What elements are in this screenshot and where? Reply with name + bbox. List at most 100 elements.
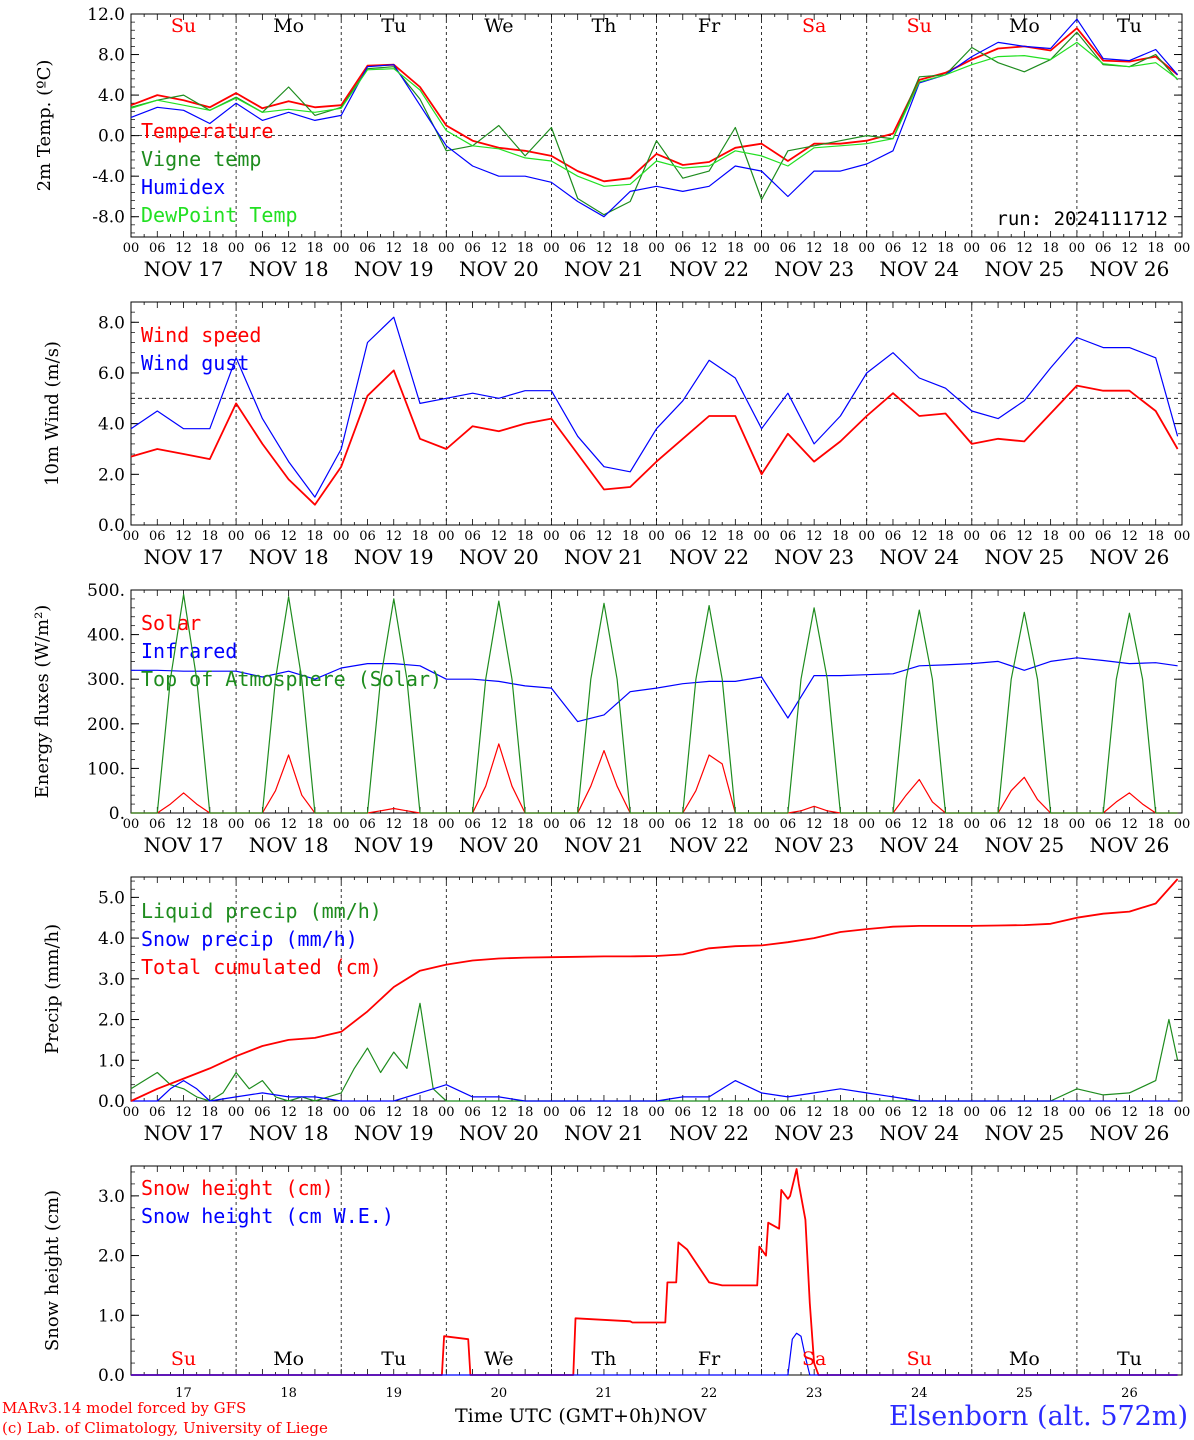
hour-tick-label: 00 [858,529,875,544]
hour-tick-label: 12 [1121,1105,1138,1120]
y-tick-label: 12.0 [87,5,125,25]
date-label: NOV 22 [669,257,749,281]
date-label: NOV 26 [1090,1121,1170,1145]
day-abbrev: Su [171,1348,196,1370]
hour-tick-label: 06 [569,529,586,544]
date-label: NOV 17 [144,1121,224,1145]
hour-tick-label: 06 [885,241,902,256]
hour-tick-label: 06 [780,529,797,544]
hour-tick-label: 06 [464,817,481,832]
series-line [130,41,1178,187]
hour-tick-label: 12 [175,241,192,256]
y-tick-label: 4.0 [98,86,125,106]
y-tick-label: 2.0 [98,465,125,485]
y-tick-label: 300. [87,670,125,690]
hour-tick-label: 12 [1121,529,1138,544]
series-line [130,18,1179,218]
hour-tick-label: 06 [1095,817,1112,832]
plot-frame [130,589,1183,814]
y-tick-label: 0.0 [98,1092,125,1112]
hour-tick-label: 12 [491,241,508,256]
date-label: NOV 18 [249,257,329,281]
hour-tick-label: 06 [464,1105,481,1120]
hour-tick-label: 18 [622,817,639,832]
hour-tick-label: 18 [1147,817,1164,832]
hour-tick-label: 06 [254,241,271,256]
hour-tick-label: 00 [753,1105,770,1120]
hour-tick-label: 12 [385,817,402,832]
date-label: NOV 21 [564,257,644,281]
model-credit: MARv3.14 model forced by GFS [2,1399,247,1417]
series-line [130,27,1179,183]
hour-tick-label: 18 [832,817,849,832]
hour-tick-label: 00 [858,817,875,832]
hour-tick-label: 12 [280,241,297,256]
hour-tick-label: 18 [202,529,219,544]
hour-tick-label: 18 [202,1105,219,1120]
hour-tick-label: 18 [517,1105,534,1120]
series-line [131,743,1178,814]
legend-label: Humidex [141,175,225,199]
hour-tick-label: 12 [175,817,192,832]
day-number-label: 22 [701,1386,718,1401]
hour-tick-label: 12 [596,241,613,256]
day-abbrev: Th [591,15,616,37]
y-tick-label: 200. [87,715,125,735]
y-tick-label: 4.0 [98,929,125,949]
date-label: NOV 24 [879,257,959,281]
day-number-label: 21 [596,1386,613,1401]
time-axis-title: Time UTC (GMT+0h)NOV [455,1405,706,1427]
date-label: NOV 26 [1090,257,1170,281]
day-abbrev: Su [171,15,196,37]
day-number-label: 20 [491,1386,508,1401]
hour-tick-label: 00 [123,817,140,832]
hour-tick-label: 00 [753,529,770,544]
hour-tick-label: 06 [464,241,481,256]
y-tick-label: 2.0 [98,1247,125,1267]
hour-tick-label: 00 [753,241,770,256]
legend-label: Vigne temp [141,147,261,171]
hour-tick-label: 12 [806,817,823,832]
hour-tick-label: 06 [254,1105,271,1120]
hour-tick-label: 00 [123,529,140,544]
series-line [130,878,1179,1102]
hour-tick-label: 00 [543,529,560,544]
hour-tick-label: 12 [491,817,508,832]
date-label: NOV 26 [1090,833,1170,857]
hour-tick-label: 18 [412,817,429,832]
day-abbrev: Fr [698,15,721,37]
hour-tick-label: 18 [307,241,324,256]
legend-label: Snow precip (mm/h) [141,927,358,951]
time-axis-label: Time UTC (GMT+0h) [455,1405,661,1427]
hour-tick-label: 12 [385,1105,402,1120]
day-number-label: 23 [806,1386,823,1401]
date-label: NOV 19 [354,257,434,281]
date-label: NOV 21 [564,833,644,857]
date-label: NOV 20 [459,1121,539,1145]
date-label: NOV 25 [984,545,1064,569]
hour-tick-label: 18 [937,529,954,544]
day-number-label: 26 [1121,1386,1138,1401]
hour-tick-label: 00 [333,241,350,256]
hour-tick-label: 06 [990,817,1007,832]
hour-tick-label: 18 [202,817,219,832]
hour-tick-label: 06 [780,241,797,256]
hour-tick-label: 06 [675,817,692,832]
day-abbrev: Fr [698,1348,721,1370]
y-tick-label: 8.0 [98,313,125,333]
hour-tick-label: 06 [359,1105,376,1120]
hour-tick-label: 18 [307,529,324,544]
hour-tick-label: 12 [806,1105,823,1120]
day-abbrev: Sa [802,15,826,37]
hour-tick-label: 00 [1174,817,1191,832]
y-tick-label: 0.0 [98,127,125,147]
series-line [131,1079,1178,1102]
hour-tick-label: 06 [254,817,271,832]
date-label: NOV 20 [459,257,539,281]
hour-tick-label: 00 [1174,529,1191,544]
day-abbrev: Su [907,15,932,37]
hour-tick-label: 18 [727,529,744,544]
hour-tick-label: 18 [517,529,534,544]
hour-tick-label: 06 [990,1105,1007,1120]
date-label: NOV 24 [879,545,959,569]
